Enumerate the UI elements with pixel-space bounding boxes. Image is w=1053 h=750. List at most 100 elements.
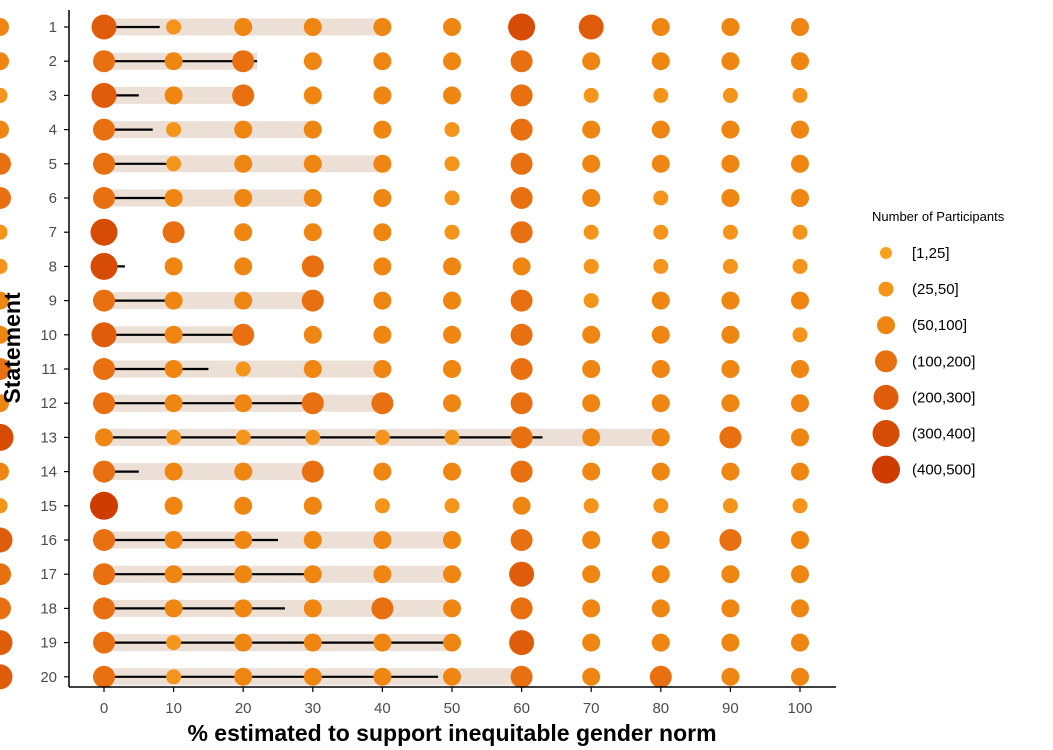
point-s19-x40 [373, 633, 392, 652]
point-s16-xundefined [0, 527, 13, 553]
point-s19-x20 [234, 633, 253, 652]
y-tick-label-14: 14 [40, 464, 57, 481]
point-s6-x30 [303, 189, 322, 207]
point-s13-x70 [582, 428, 601, 447]
point-s16-x80 [651, 531, 670, 549]
y-tick-label-18: 18 [40, 600, 57, 617]
point-s13-x0 [95, 428, 113, 447]
point-s16-x10 [164, 531, 183, 549]
point-s18-x80 [651, 599, 670, 618]
x-tick-label-30: 30 [304, 700, 321, 717]
point-s1-x60 [508, 13, 536, 41]
y-axis-title: Statement [0, 292, 25, 404]
point-s8-xundefined [0, 258, 8, 274]
legend-item-2: (50,100] [877, 316, 967, 335]
x-tick-label-0: 0 [100, 700, 108, 717]
point-s20-x30 [303, 667, 322, 686]
statement-row-19 [0, 630, 809, 656]
x-axis-title: % estimated to support inequitable gende… [187, 720, 716, 746]
x-tick-label-40: 40 [374, 700, 391, 717]
point-s9-x30 [301, 289, 324, 312]
point-s7-x70 [583, 224, 599, 240]
point-s5-x0 [93, 152, 115, 175]
point-s2-x10 [164, 52, 183, 71]
statement-row-12 [0, 392, 809, 415]
point-s8-x90 [722, 258, 738, 274]
point-s12-xundefined [0, 394, 9, 413]
point-s16-x70 [582, 531, 601, 549]
point-s9-x70 [583, 293, 599, 309]
y-tick-label-15: 15 [40, 498, 57, 515]
point-s15-x0 [90, 491, 118, 520]
point-s7-xundefined [0, 224, 8, 240]
axes [68, 10, 836, 688]
point-s16-x40 [373, 531, 392, 549]
point-s7-x90 [722, 224, 738, 240]
legend-label: (200,300] [912, 389, 975, 406]
statement-row-3 [0, 82, 808, 108]
point-s6-x20 [234, 189, 253, 207]
point-s10-x90 [721, 325, 740, 344]
point-s19-x70 [582, 633, 601, 652]
point-s17-x60 [509, 561, 535, 587]
statement-row-6 [0, 187, 809, 209]
y-tick-label-8: 8 [49, 258, 57, 275]
point-s17-x30 [303, 565, 322, 584]
point-s1-x30 [303, 18, 322, 36]
y-tick-label-6: 6 [49, 190, 57, 207]
point-s2-x30 [303, 52, 322, 71]
point-s17-x40 [373, 565, 392, 584]
point-s19-x100 [791, 633, 809, 652]
point-s10-x0 [91, 322, 117, 348]
statement-row-4 [0, 118, 809, 141]
point-s15-xundefined [0, 498, 8, 514]
point-s7-x20 [234, 223, 253, 242]
y-tick-label-9: 9 [49, 293, 57, 310]
point-s2-x40 [373, 52, 392, 71]
x-tick-label-70: 70 [583, 700, 600, 717]
point-s10-x50 [443, 325, 461, 344]
point-s11-xundefined [0, 358, 11, 380]
point-s13-x50 [444, 429, 460, 445]
point-s11-x20 [235, 361, 251, 377]
statement-row-7 [0, 218, 808, 246]
statement-row-13 [0, 423, 809, 451]
point-s2-x100 [791, 52, 809, 71]
point-s7-x60 [510, 221, 533, 244]
point-s3-x60 [510, 84, 533, 107]
y-tick-label-12: 12 [40, 395, 57, 412]
point-s19-xundefined [0, 630, 13, 656]
point-s15-x90 [722, 498, 738, 514]
point-s1-x40 [373, 18, 392, 36]
point-s17-x70 [582, 565, 601, 584]
point-s13-x90 [719, 426, 742, 449]
y-tick-label-17: 17 [40, 566, 57, 583]
statement-row-14 [0, 460, 809, 483]
y-tick-label-1: 1 [49, 19, 57, 36]
point-s3-x70 [583, 87, 599, 103]
point-s13-x40 [374, 429, 390, 445]
point-s13-x80 [651, 428, 670, 447]
point-s8-x40 [373, 257, 392, 276]
x-tick-label-20: 20 [235, 700, 252, 717]
point-s3-x10 [164, 86, 183, 105]
point-s3-x100 [792, 87, 808, 103]
point-s20-x20 [234, 667, 253, 686]
y-tick-label-3: 3 [49, 87, 57, 104]
point-s7-x50 [444, 224, 460, 240]
statement-row-9 [0, 289, 809, 312]
legend-swatch [880, 247, 892, 259]
point-s7-x0 [90, 218, 118, 246]
legend-swatch [872, 420, 900, 447]
point-s8-x20 [234, 257, 253, 276]
point-s20-x40 [373, 667, 392, 686]
point-s15-x10 [164, 496, 183, 515]
point-s13-x60 [510, 426, 533, 449]
point-s15-x50 [444, 498, 460, 514]
point-s16-x90 [719, 529, 742, 551]
statement-row-16 [0, 527, 809, 553]
point-s10-x80 [651, 325, 670, 344]
point-s20-x10 [166, 669, 182, 685]
point-s2-xundefined [0, 52, 9, 71]
